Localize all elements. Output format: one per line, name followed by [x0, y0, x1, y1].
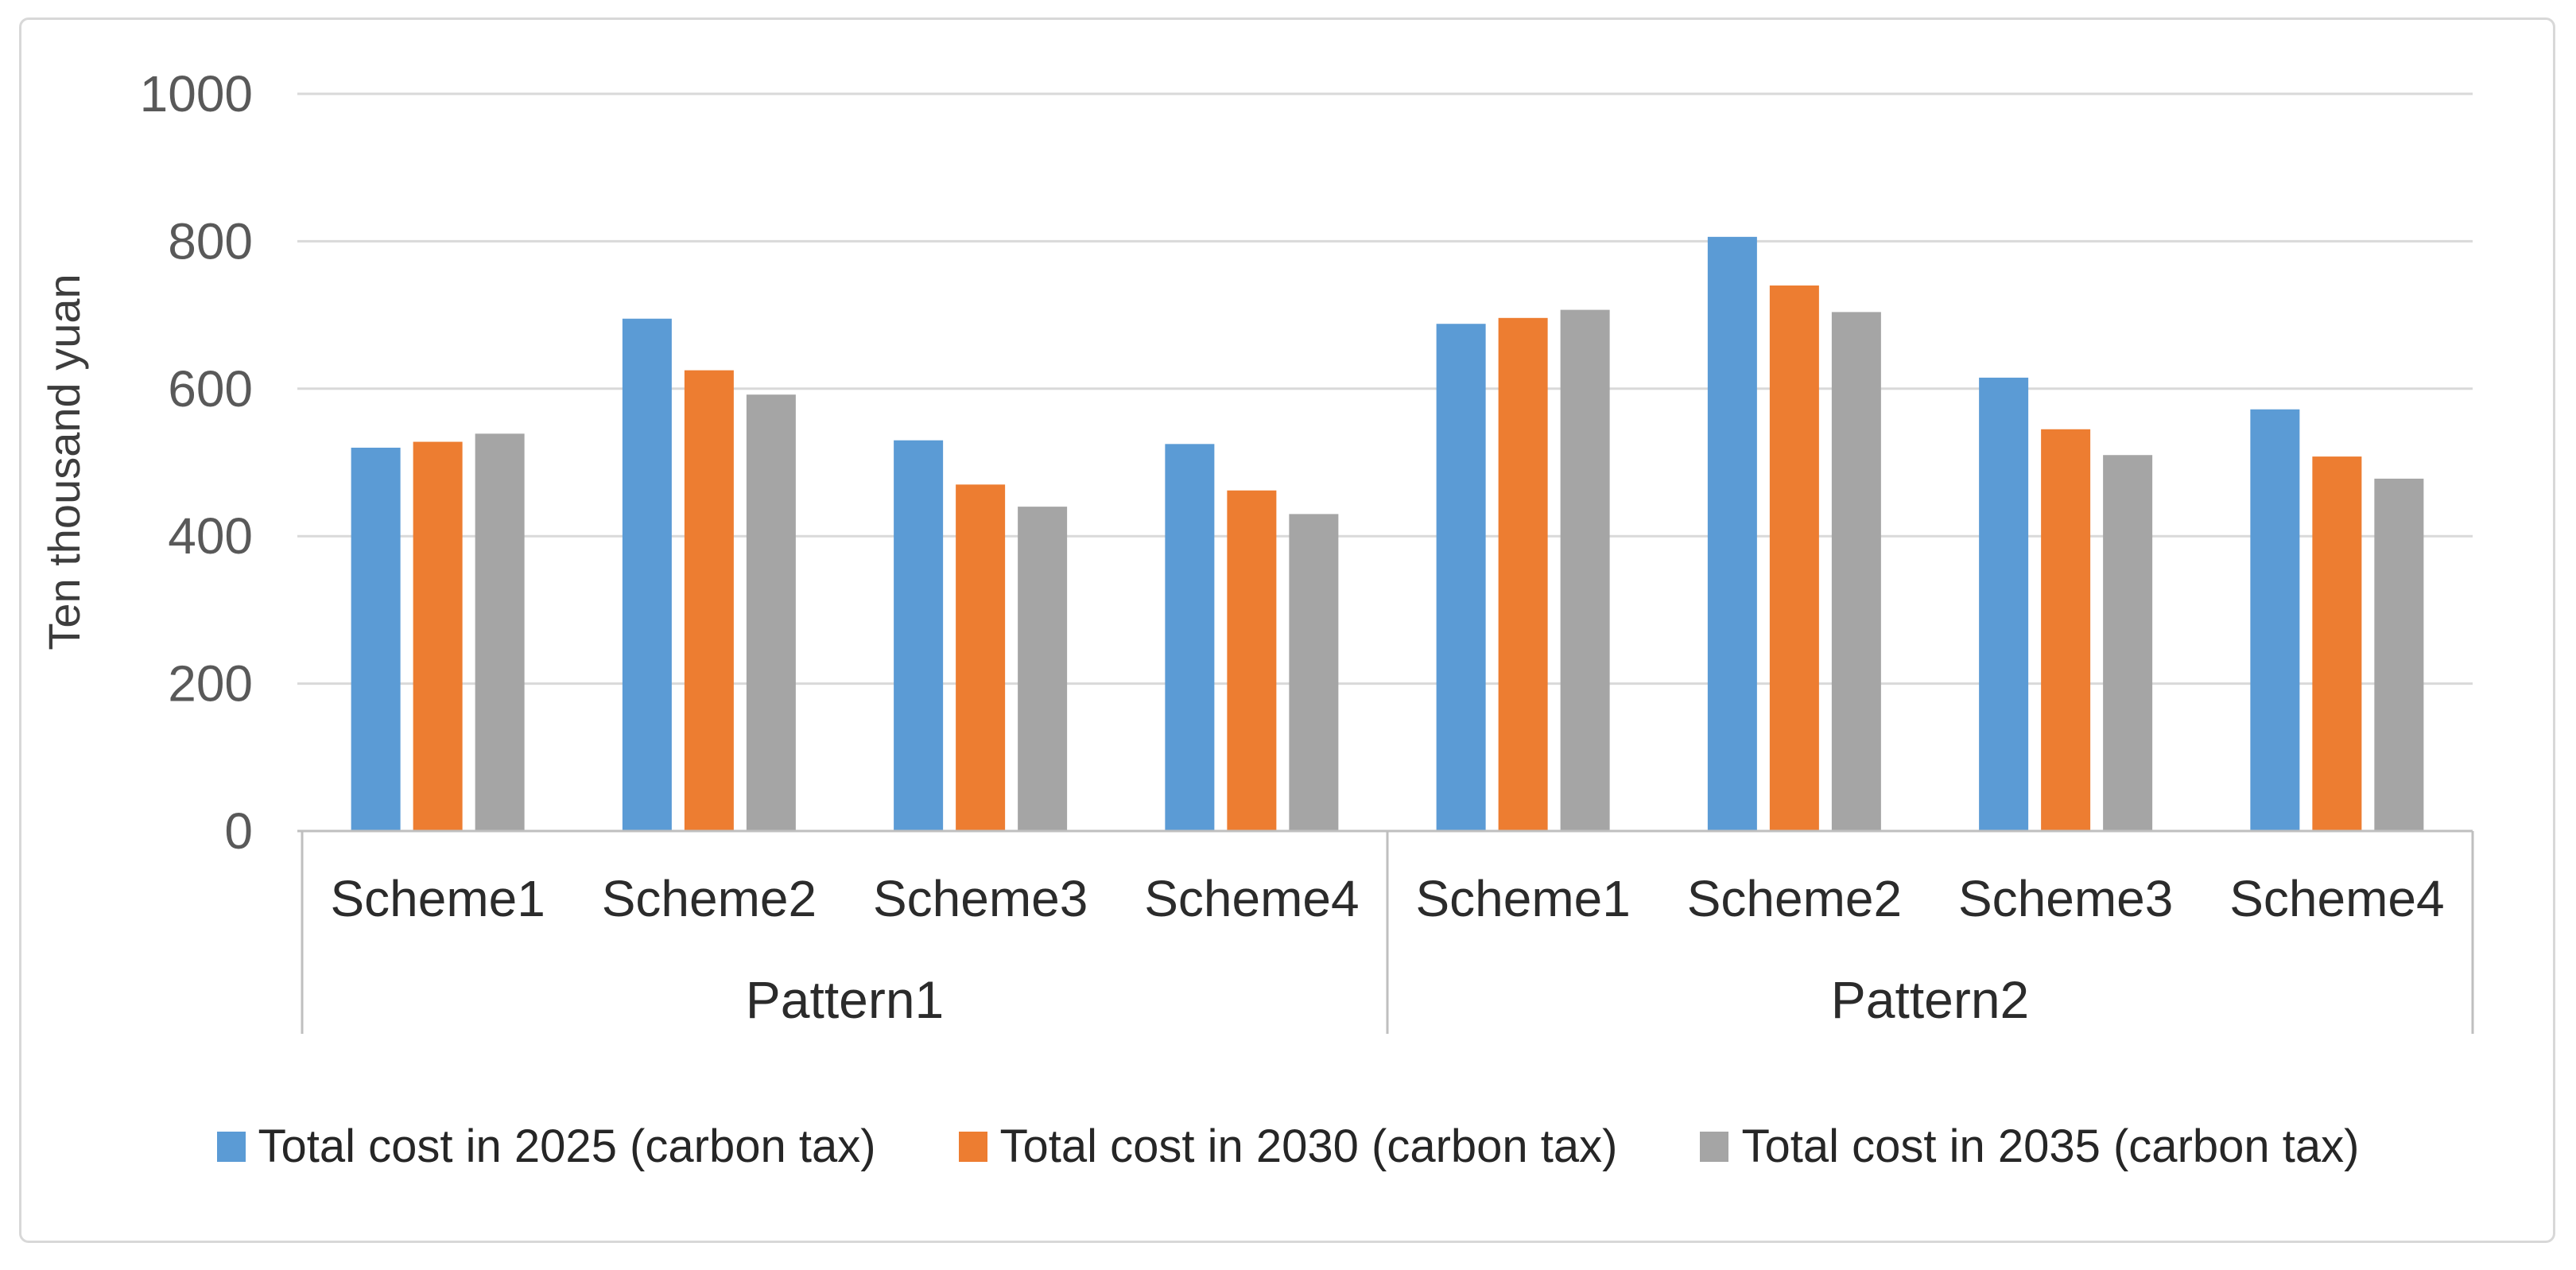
axis-separators-group	[301, 831, 2474, 1034]
bar-pattern2-scheme3-2030	[2041, 429, 2091, 831]
bar-pattern2-scheme1-2035	[1560, 309, 1610, 832]
y-tick-labels-group: 0 200 400 600 800 1000	[140, 65, 253, 860]
group-label-pattern2: Pattern2	[1831, 970, 2030, 1029]
bar-pattern1-scheme4-2030	[1227, 490, 1277, 831]
bar-pattern1-scheme4-2025	[1165, 444, 1215, 831]
x-label-pattern2-scheme1-1: Scheme1	[1415, 870, 1630, 927]
bar-pattern1-scheme3-2025	[894, 440, 944, 831]
bar-pattern2-scheme3-2035	[2103, 455, 2153, 831]
x-label-pattern2-scheme4-4: Scheme4	[2229, 870, 2444, 927]
group-labels-group: Pattern1 Pattern2	[746, 970, 2030, 1029]
bars-group	[351, 236, 2424, 832]
legend-swatch-2030	[958, 1132, 987, 1162]
legend-swatch-2035	[1700, 1132, 1729, 1162]
y-axis-title: Ten thousand yuan	[39, 274, 89, 650]
bar-pattern1-scheme2-2025	[622, 318, 672, 831]
group-label-pattern1: Pattern1	[746, 970, 945, 1029]
y-tick-label-1000: 1000	[140, 65, 253, 122]
bar-pattern2-scheme2-2025	[1707, 236, 1757, 831]
x-label-pattern2-scheme3-3: Scheme3	[1958, 870, 2173, 927]
bar-pattern2-scheme3-2025	[1979, 377, 2029, 831]
category-labels-group: Scheme1 Scheme2 Scheme3 Scheme4 Scheme1 Schem…	[330, 870, 2444, 927]
bar-pattern2-scheme4-2035	[2374, 478, 2424, 831]
y-tick-label-800: 800	[168, 212, 253, 270]
bar-pattern2-scheme1-2030	[1498, 317, 1548, 832]
bar-pattern1-scheme1-2030	[413, 441, 463, 831]
legend-label-2030: Total cost in 2030 (carbon tax)	[999, 1120, 1618, 1172]
bar-pattern1-scheme3-2035	[1018, 507, 1068, 831]
bar-pattern1-scheme4-2035	[1289, 514, 1339, 831]
legend-label-2035: Total cost in 2035 (carbon tax)	[1741, 1120, 2360, 1172]
bar-pattern1-scheme3-2030	[956, 484, 1006, 831]
bar-pattern2-scheme4-2025	[2250, 409, 2300, 831]
x-label-pattern1-scheme3-3: Scheme3	[873, 870, 1088, 927]
legend-entry-2025: Total cost in 2025 (carbon tax)	[216, 1120, 876, 1172]
legend-label-2025: Total cost in 2025 (carbon tax)	[258, 1120, 876, 1172]
bar-pattern2-scheme4-2030	[2312, 456, 2362, 831]
legend: Total cost in 2025 (carbon tax) Total cos…	[0, 1107, 2576, 1186]
legend-entry-2035: Total cost in 2035 (carbon tax)	[1700, 1124, 2359, 1170]
y-tick-label-400: 400	[168, 507, 253, 565]
bar-pattern1-scheme1-2025	[351, 447, 401, 831]
x-label-pattern1-scheme2-2: Scheme2	[602, 870, 817, 927]
legend-entry-2030: Total cost in 2030 (carbon tax)	[958, 1120, 1618, 1172]
bar-pattern1-scheme1-2035	[475, 433, 525, 831]
y-tick-label-600: 600	[168, 360, 253, 418]
bar-pattern2-scheme1-2025	[1436, 324, 1486, 831]
x-label-pattern1-scheme4-4: Scheme4	[1144, 870, 1359, 927]
bar-pattern2-scheme2-2030	[1769, 285, 1819, 831]
legend-swatch-2025	[216, 1132, 246, 1162]
bar-pattern1-scheme2-2030	[684, 370, 734, 831]
bar-pattern2-scheme2-2035	[1831, 312, 1881, 832]
x-label-pattern2-scheme2-2: Scheme2	[1687, 870, 1902, 927]
x-label-pattern1-scheme1-1: Scheme1	[330, 870, 545, 927]
y-tick-label-0: 0	[224, 802, 253, 860]
bar-pattern1-scheme2-2035	[746, 394, 796, 831]
y-tick-label-200: 200	[168, 655, 253, 713]
